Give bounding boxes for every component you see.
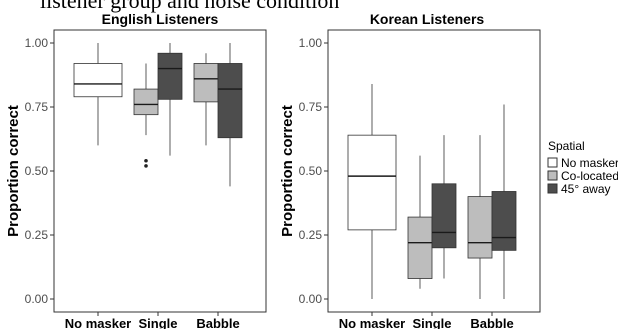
legend-swatch-co-located	[547, 170, 558, 181]
legend-swatch-no-masker	[547, 157, 558, 168]
y-tick-label: 0.25	[299, 228, 323, 242]
box-single-co-located	[133, 63, 159, 168]
legend-item-45-away: 45° away	[547, 182, 611, 196]
y-ticks-english: 0.00 0.25 0.50 0.75 1.00	[25, 36, 54, 306]
outlier-point	[144, 164, 148, 168]
box-body	[431, 183, 457, 249]
boxes-korean	[347, 83, 517, 299]
legend-label-co-located: Co-located	[561, 169, 618, 183]
outlier-point	[144, 158, 148, 163]
box-single-co-located	[407, 155, 433, 289]
y-axis-label-korean: Proportion correct	[279, 105, 296, 237]
x-tick-label-babble: Babble	[196, 316, 239, 329]
x-tick-label-single: Single	[412, 316, 451, 329]
box-no-masker-no-masker	[347, 83, 397, 299]
panel-title-english: English Listeners	[102, 11, 219, 27]
box-body	[467, 196, 493, 259]
legend-label-45-away: 45° away	[561, 182, 611, 196]
y-ticks-korean: 0.00 0.25 0.50 0.75 1.00	[299, 36, 328, 306]
box-single-45-away	[157, 43, 183, 156]
box-babble-45-away	[491, 104, 517, 299]
legend-title: Spatial	[548, 139, 585, 153]
x-tick-label-no-masker: No masker	[65, 316, 131, 329]
box-body	[491, 191, 517, 251]
box-babble-45-away	[217, 43, 243, 187]
y-tick-label: 0.50	[25, 164, 49, 178]
legend-item-co-located: Co-located	[547, 169, 618, 183]
y-tick-label: 0.00	[299, 292, 323, 306]
x-tick-label-babble: Babble	[470, 316, 513, 329]
y-tick-label: 0.75	[25, 100, 49, 114]
y-tick-label: 1.00	[25, 36, 49, 50]
panel-korean: Korean Listeners Proportion correct 0.00…	[279, 11, 541, 329]
x-tick-label-no-masker: No masker	[339, 316, 405, 329]
panel-english: English Listeners Proportion correct 0.0…	[5, 11, 267, 329]
box-body	[347, 134, 397, 231]
box-body	[217, 63, 243, 139]
y-tick-label: 0.25	[25, 228, 49, 242]
y-axis-label-english: Proportion correct	[5, 105, 22, 237]
box-body	[157, 52, 183, 100]
box-body	[193, 63, 219, 103]
legend-item-no-masker: No masker	[547, 156, 618, 170]
x-ticks-english: No masker Single Babble	[65, 312, 240, 329]
box-babble-co-located	[193, 53, 219, 146]
legend-label-no-masker: No masker	[561, 156, 618, 170]
figure-caption-partial: listener group and noise condition	[40, 0, 339, 13]
y-tick-label: 0.75	[299, 100, 323, 114]
box-body	[73, 63, 123, 98]
box-body	[407, 216, 433, 279]
box-body	[133, 88, 159, 116]
panel-title-korean: Korean Listeners	[370, 11, 485, 27]
y-tick-label: 0.50	[299, 164, 323, 178]
box-no-masker-no-masker	[73, 43, 123, 146]
legend: Spatial No masker Co-located 45° away	[547, 139, 618, 196]
box-single-45-away	[431, 135, 457, 279]
x-tick-label-single: Single	[138, 316, 177, 329]
y-tick-label: 0.00	[25, 292, 49, 306]
x-ticks-korean: No masker Single Babble	[339, 312, 514, 329]
legend-swatch-45-away	[547, 183, 558, 194]
box-babble-co-located	[467, 135, 493, 299]
boxes-english	[73, 43, 243, 187]
y-tick-label: 1.00	[299, 36, 323, 50]
